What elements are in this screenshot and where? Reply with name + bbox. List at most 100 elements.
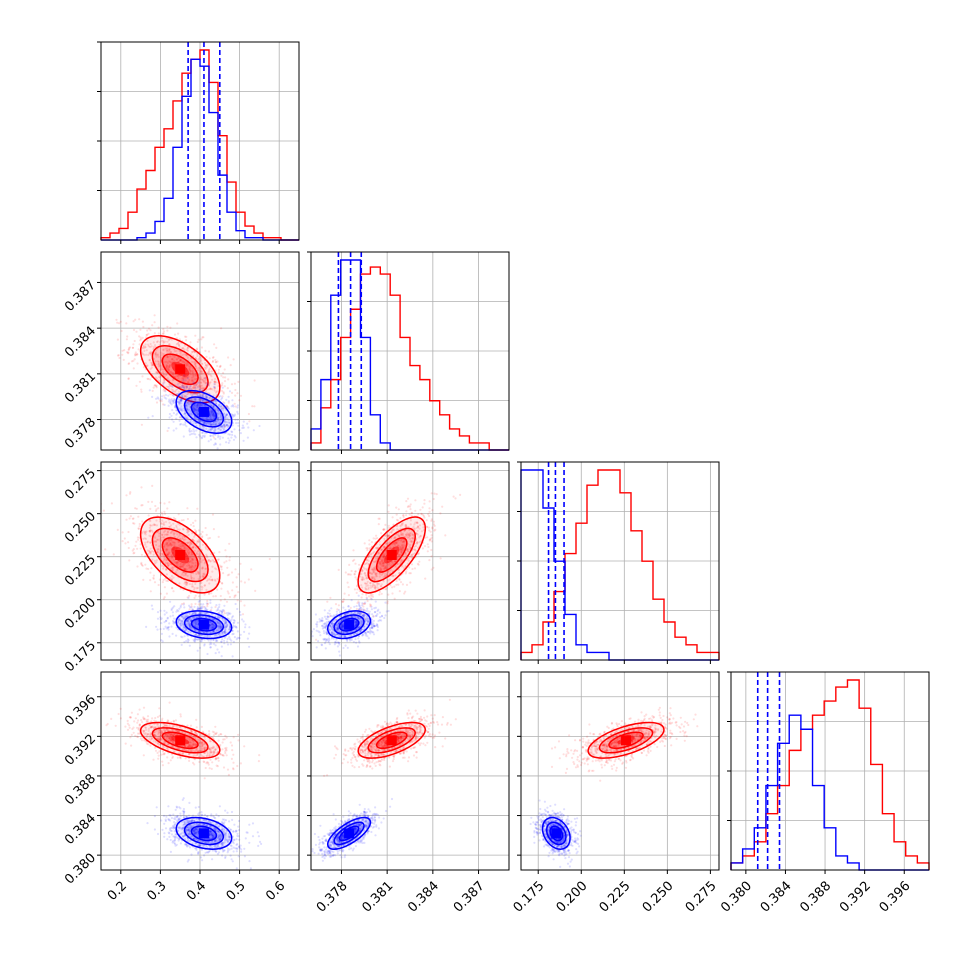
scatter-point <box>355 578 358 581</box>
scatter-point <box>165 573 168 576</box>
scatter-point <box>390 531 393 534</box>
scatter-point <box>172 590 175 593</box>
scatter-point <box>375 575 378 578</box>
scatter-point <box>382 528 385 531</box>
scatter-point <box>366 567 369 570</box>
scatter-point <box>179 399 182 402</box>
scatter-point <box>222 407 225 410</box>
scatter-point <box>356 601 359 605</box>
scatter-point <box>216 417 219 420</box>
scatter-point <box>162 383 165 386</box>
scatter-point <box>228 433 231 436</box>
scatter-point <box>168 525 171 528</box>
scatter-point <box>459 493 462 496</box>
scatter-point <box>326 615 329 618</box>
scatter-point <box>151 395 154 398</box>
scatter-point <box>410 554 413 557</box>
scatter-point <box>208 635 211 638</box>
scatter-point <box>168 343 171 346</box>
scatter-point <box>244 623 247 626</box>
scatter-point <box>208 643 211 646</box>
scatter-point <box>344 635 347 638</box>
scatter-point <box>416 529 419 532</box>
scatter-point <box>387 524 390 527</box>
scatter-point <box>216 409 219 412</box>
scatter-point <box>212 528 215 531</box>
scatter-point <box>372 560 376 563</box>
scatter-point <box>227 592 230 595</box>
scatter-point <box>401 545 404 549</box>
scatter-point <box>211 617 214 620</box>
scatter-point <box>215 629 218 632</box>
scatter-point <box>191 608 194 611</box>
scatter-point <box>181 347 185 350</box>
scatter-point <box>166 545 169 548</box>
scatter-point <box>194 421 197 424</box>
scatter-point <box>197 619 200 622</box>
scatter-point <box>127 377 130 381</box>
scatter-point <box>141 504 144 507</box>
scatter-point <box>198 381 201 384</box>
scatter-point <box>213 343 216 346</box>
scatter-point <box>208 422 212 425</box>
scatter-point <box>212 423 215 426</box>
scatter-point <box>203 644 206 647</box>
scatter-point <box>407 534 411 537</box>
scatter-point <box>374 572 377 575</box>
scatter-point <box>206 635 209 638</box>
scatter-point <box>208 401 211 405</box>
scatter-point <box>217 622 221 625</box>
scatter-point <box>214 644 217 647</box>
scatter-point <box>195 348 198 351</box>
scatter-point <box>181 394 184 397</box>
scatter-point <box>182 393 185 396</box>
scatter-point <box>400 549 403 552</box>
scatter-point <box>186 549 189 552</box>
scatter-point <box>216 615 219 618</box>
scatter-point <box>189 574 193 578</box>
scatter-point <box>409 540 412 543</box>
scatter-point <box>230 618 233 621</box>
scatter-point <box>186 416 189 419</box>
scatter-point <box>328 609 331 612</box>
scatter-point <box>367 555 370 558</box>
scatter-point <box>195 403 198 406</box>
scatter-point <box>199 381 202 384</box>
scatter-point <box>392 523 395 526</box>
scatter-point <box>376 546 379 550</box>
scatter-point <box>236 410 239 413</box>
scatter-point <box>187 639 190 642</box>
scatter-point <box>371 584 374 587</box>
scatter-point <box>166 616 169 619</box>
scatter-point <box>420 512 423 515</box>
scatter-point <box>214 428 217 431</box>
scatter-point <box>192 391 196 394</box>
scatter-point <box>200 581 203 584</box>
scatter-point <box>205 396 208 399</box>
scatter-point <box>166 541 169 545</box>
scatter-point <box>170 586 174 590</box>
scatter-point <box>160 639 163 642</box>
scatter-point <box>211 423 214 426</box>
scatter-point <box>342 646 345 650</box>
scatter-point <box>223 632 226 635</box>
scatter-point <box>186 403 190 406</box>
scatter-point <box>167 394 170 397</box>
scatter-point <box>184 615 187 618</box>
scatter-point <box>171 611 174 614</box>
scatter-point <box>157 379 160 382</box>
scatter-point <box>189 569 193 572</box>
scatter-point <box>202 422 206 425</box>
scatter-point <box>170 544 173 547</box>
scatter-point <box>213 428 216 431</box>
scatter-point <box>433 492 436 495</box>
scatter-point <box>214 567 217 570</box>
scatter-point <box>191 371 194 374</box>
scatter-point <box>207 578 210 581</box>
scatter-point <box>388 547 391 550</box>
scatter-point <box>195 529 198 533</box>
scatter-point <box>365 577 368 580</box>
scatter-point <box>194 416 197 420</box>
scatter-point <box>141 375 144 378</box>
scatter-point <box>201 399 204 402</box>
